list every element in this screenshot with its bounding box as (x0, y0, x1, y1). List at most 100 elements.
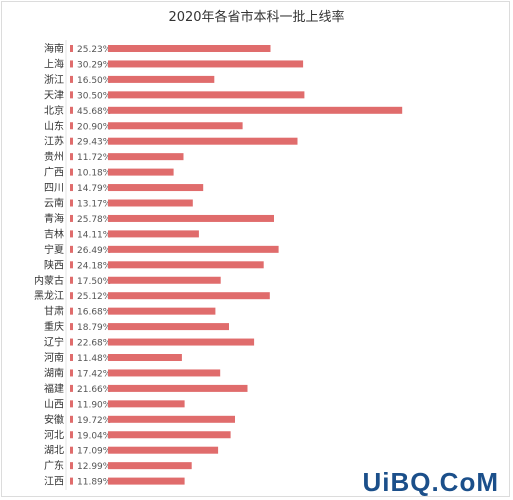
bar (108, 75, 215, 83)
bar (108, 106, 403, 114)
bar-marker (70, 230, 73, 238)
category-label: 青海 (44, 212, 64, 225)
bar-marker (70, 261, 73, 269)
data-label: 25.12% (77, 292, 112, 302)
bar (108, 415, 235, 423)
bar (108, 338, 255, 346)
data-label: 29.43% (77, 138, 112, 148)
bar-marker (70, 45, 73, 52)
data-label: 18.79% (77, 323, 112, 333)
bar (108, 199, 193, 207)
category-label: 安徽 (44, 413, 64, 426)
category-label: 山西 (44, 398, 64, 410)
category-label: 河北 (44, 429, 64, 441)
category-label: 山东 (44, 119, 64, 132)
category-label: 贵州 (44, 150, 64, 163)
category-label: 湖南 (44, 366, 64, 379)
bar-marker (70, 276, 73, 284)
data-label: 17.42% (77, 369, 112, 379)
data-label: 25.78% (77, 215, 112, 225)
bar-marker (70, 431, 73, 439)
data-label: 30.29% (77, 60, 112, 70)
bar-marker (70, 307, 73, 315)
bar-marker (70, 338, 73, 346)
bar (108, 400, 185, 408)
category-label: 宁夏 (44, 243, 64, 256)
bar-marker (70, 214, 73, 222)
category-label: 江西 (44, 476, 64, 488)
bar-marker (70, 400, 73, 408)
data-label: 45.68% (77, 107, 112, 117)
category-label: 内蒙古 (34, 274, 64, 287)
bar (108, 477, 185, 485)
category-label: 四川 (44, 183, 64, 194)
bar-marker (70, 75, 73, 83)
bar-marker (70, 91, 73, 99)
bar-marker (70, 168, 73, 176)
bar-marker (70, 60, 73, 68)
bar (108, 214, 274, 222)
bar (108, 323, 229, 331)
watermark-logo: UiBQ.CoM (362, 467, 499, 497)
category-label: 辽宁 (44, 336, 64, 349)
bar-marker (70, 477, 73, 485)
data-label: 21.66% (77, 385, 112, 395)
data-label: 12.99% (77, 462, 112, 472)
category-label: 江苏 (44, 135, 64, 148)
data-label: 25.23% (77, 45, 112, 55)
bar-marker (70, 137, 73, 145)
bar (108, 91, 305, 99)
category-label: 海南 (44, 42, 64, 55)
category-label: 重庆 (44, 320, 64, 333)
bar-marker (70, 245, 73, 253)
category-label: 云南 (44, 197, 64, 210)
data-label: 10.18% (77, 169, 112, 179)
category-label: 浙江 (44, 74, 64, 86)
bar-marker (70, 292, 73, 300)
data-label: 17.09% (77, 447, 112, 457)
data-label: 20.90% (77, 122, 112, 132)
category-label: 吉林 (44, 227, 64, 240)
bar-marker (70, 323, 73, 331)
category-label: 黑龙江 (34, 289, 64, 302)
data-label: 17.50% (77, 277, 112, 287)
bar (108, 184, 204, 192)
bar-marker (70, 354, 73, 361)
bar-marker (70, 415, 73, 423)
category-label: 湖北 (44, 445, 64, 457)
bar (108, 307, 216, 315)
data-label: 14.79% (77, 184, 112, 194)
chart-title: 2020年各省市本科一批上线率 (168, 10, 345, 25)
category-label: 甘肃 (44, 305, 64, 318)
data-label: 13.17% (77, 200, 112, 210)
data-label: 11.48% (77, 354, 112, 364)
bar (108, 122, 243, 130)
category-label: 河南 (44, 351, 64, 364)
data-label: 19.72% (77, 416, 112, 426)
bar (108, 462, 192, 470)
bar (108, 230, 199, 238)
bar-marker (70, 369, 73, 377)
bar (108, 292, 270, 300)
category-label: 广东 (44, 459, 64, 472)
data-label: 16.50% (77, 76, 112, 86)
bar (108, 60, 304, 68)
data-label: 19.04% (77, 431, 112, 441)
data-label: 24.18% (77, 261, 112, 271)
bar-marker (70, 153, 73, 161)
bar (108, 369, 221, 377)
bar (108, 245, 279, 253)
category-label: 天津 (44, 89, 64, 101)
category-label: 福建 (44, 382, 64, 395)
bar (108, 354, 182, 361)
bar (108, 168, 174, 176)
bar (108, 261, 264, 269)
category-label: 广西 (44, 167, 64, 179)
bar-marker (70, 199, 73, 207)
category-label: 北京 (44, 104, 64, 117)
data-label: 26.49% (77, 246, 112, 256)
bar-marker (70, 462, 73, 470)
bar (108, 431, 231, 439)
